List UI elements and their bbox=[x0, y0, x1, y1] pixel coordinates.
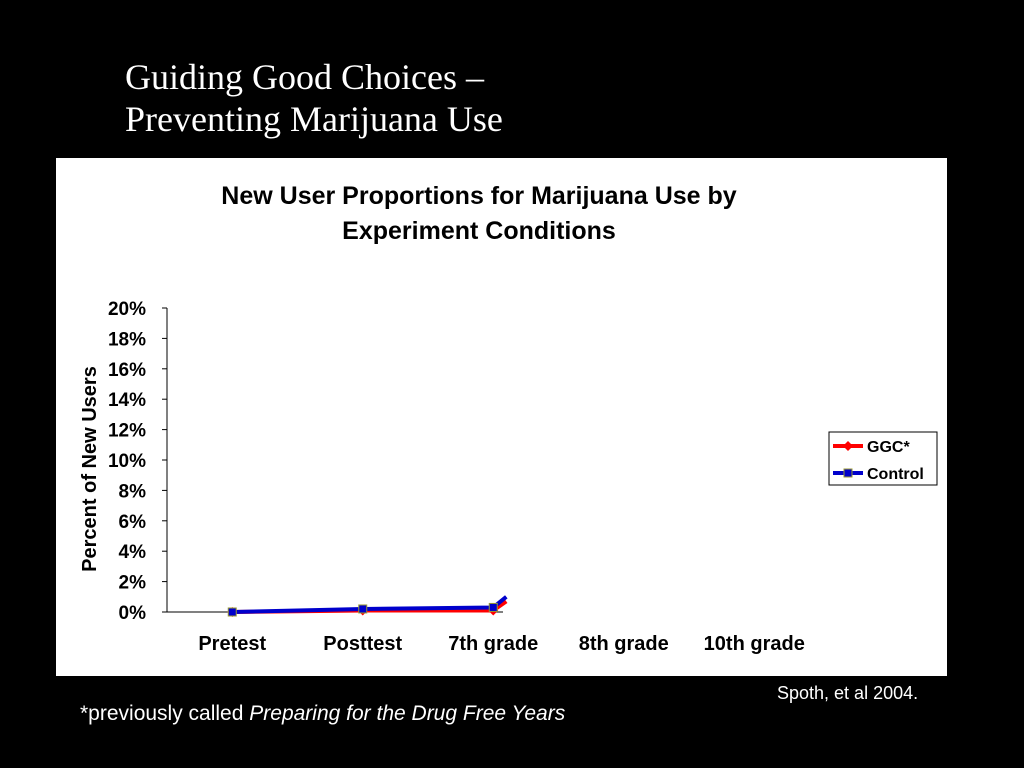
y-tick-label: 8% bbox=[119, 481, 147, 502]
y-tick-label: 0% bbox=[119, 603, 147, 624]
slide-title-line-2: Preventing Marijuana Use bbox=[125, 99, 503, 139]
y-tick-label: 18% bbox=[108, 329, 146, 350]
control-point-marker bbox=[488, 602, 498, 612]
x-tick-label: 10th grade bbox=[704, 633, 805, 655]
slide-title: Guiding Good Choices – Preventing Mariju… bbox=[125, 56, 503, 140]
series-line-control bbox=[232, 595, 508, 614]
y-tick-label: 16% bbox=[108, 360, 146, 381]
footnote-italic: Preparing for the Drug Free Years bbox=[249, 702, 566, 725]
control-point-marker bbox=[227, 607, 237, 617]
x-tick-label: 7th grade bbox=[448, 633, 538, 655]
chart-panel: New User Proportions for Marijuana Use b… bbox=[56, 158, 947, 676]
citation: Spoth, et al 2004. bbox=[777, 683, 919, 703]
footnote-prefix: *previously called bbox=[80, 702, 250, 725]
x-tick-label: 8th grade bbox=[579, 633, 669, 655]
chart-title-line-2: Experiment Conditions bbox=[342, 217, 616, 245]
legend-label: Control bbox=[867, 466, 924, 483]
slide-title-line-1: Guiding Good Choices – bbox=[125, 57, 484, 97]
y-axis-label: Percent of New Users bbox=[79, 366, 101, 572]
x-tick-label: Pretest bbox=[198, 633, 266, 655]
y-tick-label: 12% bbox=[108, 421, 146, 442]
x-tick-label: Posttest bbox=[323, 633, 402, 655]
y-tick-label: 6% bbox=[119, 512, 147, 533]
y-tick-label: 14% bbox=[108, 390, 146, 411]
y-tick-label: 4% bbox=[119, 542, 147, 563]
chart-title-line-1: New User Proportions for Marijuana Use b… bbox=[221, 182, 736, 210]
control-point-marker bbox=[358, 604, 368, 614]
legend-box bbox=[828, 431, 938, 486]
legend-label: GGC* bbox=[867, 439, 910, 456]
y-tick-label: 10% bbox=[108, 451, 146, 472]
line-chart: New User Proportions for Marijuana Use b… bbox=[79, 182, 938, 655]
y-tick-label: 2% bbox=[119, 573, 147, 594]
legend-marker-control bbox=[843, 468, 853, 478]
y-tick-label: 20% bbox=[108, 299, 146, 320]
footnote: *previously called Preparing for the Dru… bbox=[80, 702, 565, 726]
legend-marker-ggc bbox=[843, 441, 853, 451]
